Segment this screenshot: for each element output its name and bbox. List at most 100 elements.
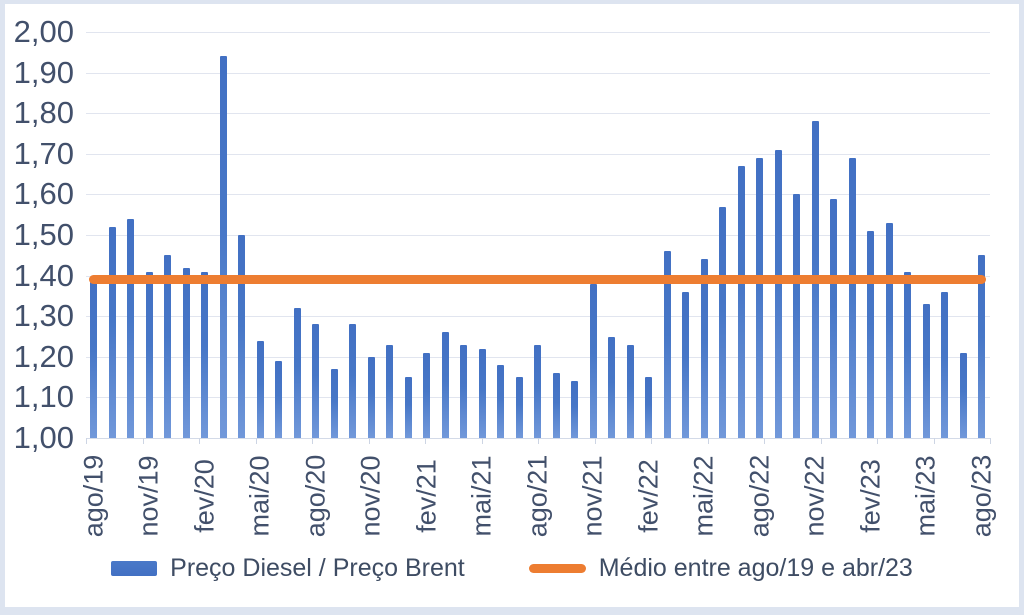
x-axis-tick (425, 438, 426, 444)
legend: Preço Diesel / Preço Brent Médio entre a… (0, 551, 1024, 585)
x-axis-tick (651, 438, 652, 444)
x-axis-tick (199, 438, 200, 444)
x-axis-tick (255, 438, 257, 444)
y-axis-label: 1,30 (13, 298, 74, 334)
x-axis-label: mai/22 (688, 455, 719, 537)
x-axis-label: ago/20 (300, 454, 330, 538)
bar-fev/20 (201, 271, 208, 438)
gridline (86, 113, 990, 115)
bar-jan/23 (848, 157, 856, 438)
y-axis-label: 1,20 (13, 338, 74, 374)
bar-out/21 (571, 381, 578, 438)
bar-jun/22 (719, 206, 726, 438)
bar-dez/20 (386, 344, 393, 438)
x-axis-label: fev/22 (633, 459, 663, 533)
bar-nov/21 (589, 283, 597, 438)
bar-abr/22 (682, 291, 689, 438)
bar-mai/22 (700, 259, 708, 438)
bar-abr/23 (904, 271, 911, 438)
average-line-swatch-icon (528, 563, 586, 573)
x-axis-label: nov/22 (799, 455, 830, 537)
gridline (86, 194, 990, 196)
legend-label-average-line: Médio entre ago/19 e abr/23 (598, 553, 913, 582)
x-axis-label: mai/23 (910, 455, 941, 537)
bar-nov/19 (145, 271, 153, 438)
bar-jun/21 (497, 364, 504, 438)
x-axis-label: fev/21 (411, 459, 441, 533)
x-axis-label: ago/23 (966, 454, 996, 538)
bar-ago/22 (756, 157, 763, 438)
plot-area (86, 32, 991, 444)
bar-dez/19 (164, 255, 171, 438)
y-axis-label: 1,90 (13, 54, 74, 90)
bar-mai/20 (256, 340, 264, 438)
x-axis-tick (990, 438, 991, 444)
x-axis-label: mai/20 (244, 455, 275, 537)
gridline (86, 316, 990, 318)
y-axis-label: 1,50 (13, 217, 74, 252)
bar-series-swatch-icon (111, 560, 158, 576)
bar-ago/21 (534, 344, 541, 438)
x-axis-tick (142, 438, 144, 444)
x-axis-label: mai/21 (466, 455, 497, 537)
bar-jul/21 (515, 377, 523, 438)
x-axis-label: nov/19 (133, 455, 164, 537)
bar-ago/19 (90, 279, 97, 438)
bar-set/20 (330, 369, 338, 438)
x-axis-label: fev/20 (189, 459, 219, 533)
y-axis-label: 1,10 (13, 379, 74, 415)
bar-mai/23 (922, 304, 930, 438)
legend-label-bar-series: Preço Diesel / Preço Brent (170, 553, 465, 582)
x-axis-label: ago/19 (78, 454, 108, 538)
bar-mai/21 (478, 348, 486, 438)
bar-abr/20 (238, 235, 245, 438)
bar-jun/20 (275, 360, 282, 438)
legend-item-average-line: Médio entre ago/19 e abr/23 (528, 553, 913, 583)
x-axis-tick (538, 438, 539, 444)
bar-dez/22 (830, 198, 837, 438)
bar-jan/22 (626, 344, 634, 438)
y-axis-label: 1,00 (13, 420, 74, 455)
bar-ago/20 (312, 324, 319, 438)
x-axis-label: nov/20 (355, 455, 386, 537)
x-axis-tick (312, 438, 313, 444)
gridline (86, 72, 990, 74)
y-axis-label: 1,60 (13, 176, 74, 212)
bar-set/19 (108, 226, 116, 438)
x-axis-tick (86, 438, 87, 444)
gridline (86, 153, 990, 155)
x-axis-tick (594, 438, 596, 444)
x-axis-tick (877, 438, 878, 444)
x-axis-tick (820, 438, 822, 444)
bar-out/20 (349, 324, 356, 438)
legend-item-bar-series: Preço Diesel / Preço Brent (111, 554, 465, 583)
x-axis-tick (368, 438, 370, 444)
y-axis-label: 1,80 (13, 95, 74, 131)
bar-jul/20 (293, 308, 301, 438)
x-axis-tick (481, 438, 483, 444)
x-axis-tick (764, 438, 765, 444)
gridline (86, 32, 990, 33)
bar-set/21 (552, 373, 560, 438)
bar-jan/20 (182, 267, 190, 438)
bar-abr/21 (460, 344, 467, 438)
bar-set/22 (774, 149, 782, 438)
bar-dez/21 (608, 336, 615, 438)
bar-jul/23 (959, 352, 967, 438)
x-axis-tick (933, 438, 935, 444)
gridline (86, 235, 990, 236)
bar-jul/22 (737, 166, 745, 438)
y-axis-label: 1,70 (13, 135, 74, 171)
x-axis-label: fev/23 (855, 459, 885, 533)
bar-fev/22 (645, 377, 652, 438)
average-line (89, 275, 986, 285)
bar-out/19 (127, 218, 134, 438)
bar-jun/23 (941, 291, 948, 438)
x-axis-label: ago/22 (744, 454, 774, 538)
y-axis-label: 1,40 (13, 257, 74, 293)
bar-jan/21 (404, 377, 412, 438)
bar-mar/21 (441, 332, 449, 438)
bar-mar/22 (663, 251, 671, 438)
bar-nov/20 (367, 356, 375, 438)
